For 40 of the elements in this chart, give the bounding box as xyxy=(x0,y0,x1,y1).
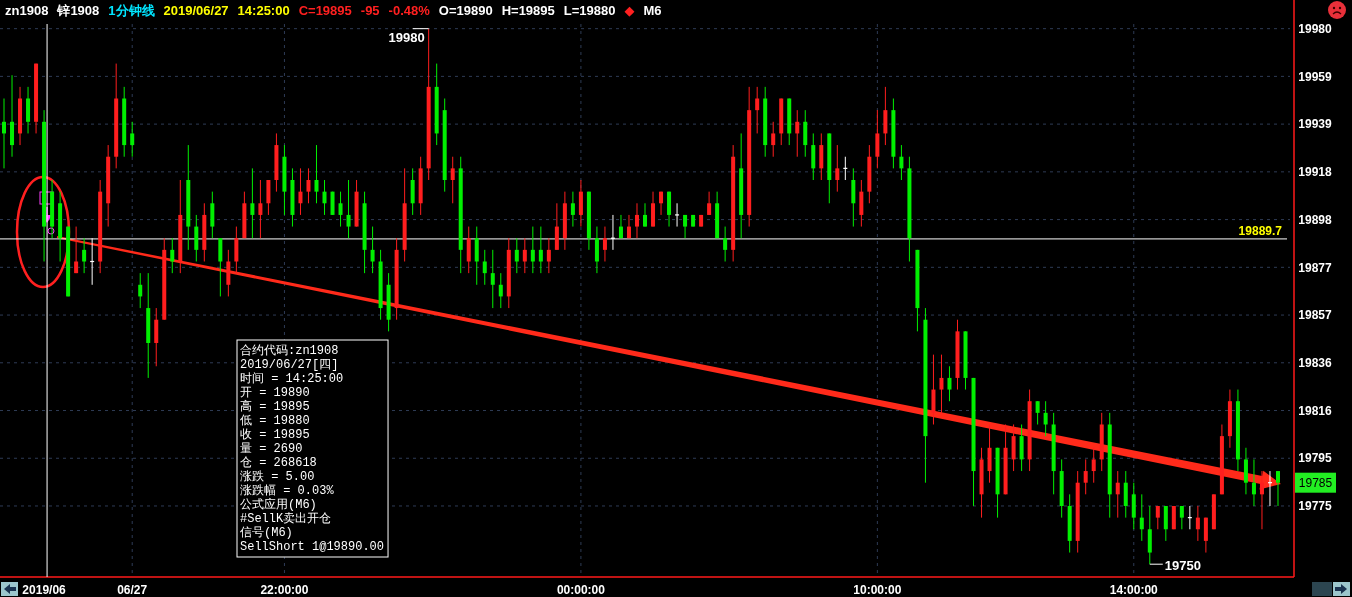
annotation: 仓 = 268618 xyxy=(240,456,317,470)
annotation: 时间 = 14:25:00 xyxy=(240,372,344,386)
x-tick-label: 06/27 xyxy=(117,583,148,597)
y-tick-label: 19795 xyxy=(1298,451,1333,466)
annotation: 量 = 2690 xyxy=(240,442,303,456)
x-tick-label: 2019/06 xyxy=(22,583,67,597)
x-tick-label: 22:00:00 xyxy=(260,583,309,597)
low-label: 19750 xyxy=(1149,558,1201,574)
y-tick-label: 19898 xyxy=(1298,212,1333,227)
x-tick-label: 00:00:00 xyxy=(556,583,606,597)
annotation: 公式应用(M6) xyxy=(240,497,317,512)
annotation: 2019/06/27[四] xyxy=(240,358,339,372)
y-tick-label: 19857 xyxy=(1298,308,1333,323)
last-price-tag: 19785 xyxy=(1295,472,1336,493)
annotation: 合约代码:zn1908 xyxy=(240,344,339,358)
y-tick-label: 19775 xyxy=(1298,499,1333,514)
annotation: 涨跌幅 = 0.03% xyxy=(240,484,335,498)
y-tick-label: 19918 xyxy=(1298,165,1333,180)
high-label: 19980 xyxy=(388,28,430,45)
annotation: SellShort 1@19890.00 xyxy=(240,540,385,554)
x-tick-label: 14:00:00 xyxy=(1109,583,1159,597)
annotation: 19980 xyxy=(388,29,425,45)
annotation: 高 = 19895 xyxy=(240,399,310,414)
y-tick-label: 19877 xyxy=(1298,260,1333,275)
title: zn1908 锌1908 1分钟线 xyxy=(5,3,155,18)
y-tick-label: 19816 xyxy=(1298,403,1333,418)
subtitle: 2019/06/27 14:25:00 C=19895 -95 -0.48% O=19890 H=19895 L=19880 ◆ M6 xyxy=(163,3,662,18)
y-tick-label: 19959 xyxy=(1298,69,1333,84)
annotation: 信号(M6) xyxy=(240,526,293,540)
ref-line-label: 19889.7 xyxy=(1238,223,1283,238)
annotation: 低 = 19880 xyxy=(240,414,310,428)
annotation: #SellK卖出开仓 xyxy=(240,512,332,526)
y-tick-label: 19980 xyxy=(1298,21,1333,36)
annotation: 涨跌 = 5.00 xyxy=(240,470,315,484)
annotation: 收 = 19895 xyxy=(240,428,310,442)
y-tick-label: 19836 xyxy=(1298,355,1333,370)
annotation: 开 = 19890 xyxy=(240,386,310,400)
y-tick-label: 19939 xyxy=(1298,117,1333,132)
annotation: 19750 xyxy=(1164,558,1201,574)
x-tick-label: 10:00:00 xyxy=(853,583,902,597)
